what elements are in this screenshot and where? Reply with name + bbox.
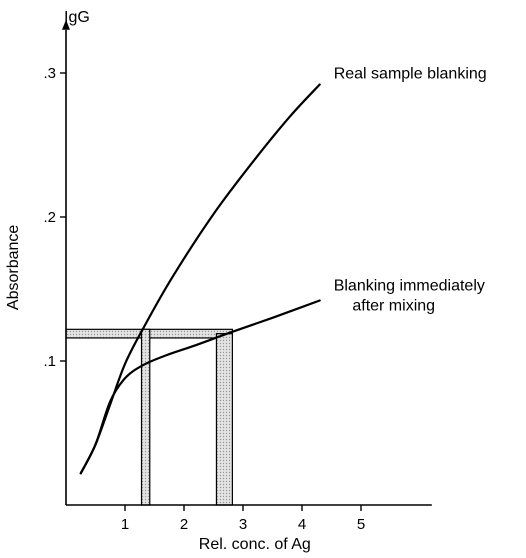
x-tick-label: 5 bbox=[357, 516, 365, 533]
vertical-band bbox=[215, 333, 233, 506]
x-axis-title: Rel. conc. of Ag bbox=[199, 536, 311, 553]
x-tick-label: 1 bbox=[121, 516, 129, 533]
vertical-band bbox=[140, 328, 151, 506]
series-label: Blanking immediately bbox=[334, 278, 485, 295]
y-axis-title: Absorbance bbox=[5, 225, 22, 310]
series-line bbox=[79, 83, 321, 475]
y-tick-label: .1 bbox=[43, 353, 56, 370]
x-tick-label: 3 bbox=[239, 516, 247, 533]
y-tick-label: .2 bbox=[43, 209, 56, 226]
series-layer bbox=[79, 83, 321, 475]
series-line bbox=[79, 299, 321, 475]
ticks-layer: 1 2 3 4 5 .1 .2 .3 bbox=[43, 65, 365, 533]
y-tick-label: .3 bbox=[43, 65, 56, 82]
x-tick-label: 2 bbox=[180, 516, 188, 533]
x-tick-label: 4 bbox=[298, 516, 306, 533]
corner-label: IgG bbox=[64, 9, 90, 26]
bands-layer bbox=[65, 328, 233, 506]
y-axis-arrow-icon bbox=[62, 19, 70, 30]
annotations-layer: Real sample blanking Blanking immediately… bbox=[334, 66, 487, 315]
series-label: after mixing bbox=[352, 298, 435, 315]
series-label: Real sample blanking bbox=[334, 66, 487, 83]
